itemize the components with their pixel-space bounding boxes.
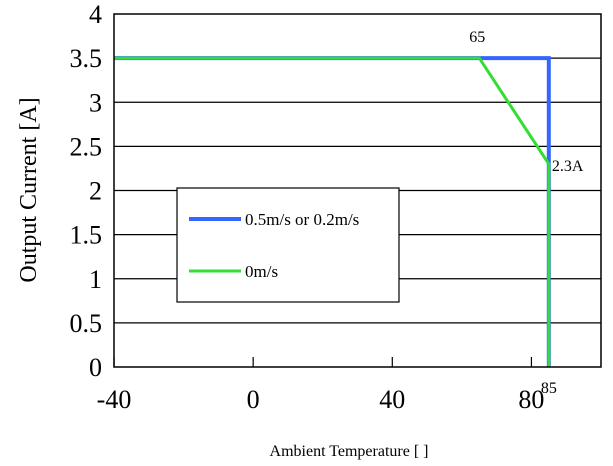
tick-labels: 0 0.5 1 1.5 2 2.5 3 3.5 4 -40 0 40 80 (70, 0, 545, 414)
plot-area-frame (113, 13, 602, 368)
y-tick-label-5: 2.5 (70, 132, 103, 161)
series-line-1 (114, 56, 551, 367)
x-tick-label-2: 40 (379, 385, 405, 414)
annotation-0: 65 (469, 29, 485, 46)
legend-label-1: 0m/s (245, 262, 278, 281)
tick-marks (113, 357, 533, 367)
y-tick-label-4: 2 (89, 177, 102, 206)
series-lines (114, 56, 551, 367)
annotation-1: 2.3A (552, 158, 584, 175)
y-tick-label-6: 3 (89, 88, 102, 117)
x-tick-label-1: 0 (247, 385, 260, 414)
y-tick-label-8: 4 (89, 0, 102, 29)
y-tick-label-7: 3.5 (70, 44, 103, 73)
legend: 0.5m/s or 0.2m/s 0m/s (176, 187, 400, 303)
legend-label-0: 0.5m/s or 0.2m/s (245, 210, 359, 229)
x-axis-title: Ambient Temperature [ ] (270, 443, 429, 460)
legend-box (176, 187, 400, 303)
y-tick-label-3: 1.5 (70, 221, 103, 250)
y-tick-label-1: 0.5 (70, 309, 103, 338)
x-tick-label-0: -40 (97, 385, 132, 414)
y-axis-title: Output Current [A] (16, 97, 42, 282)
annotation-2: 85 (541, 380, 557, 397)
y-tick-label-2: 1 (89, 265, 102, 294)
annotations: 65 2.3A 85 (469, 29, 584, 397)
x-tick-label-3: 80 (518, 385, 544, 414)
y-tick-label-0: 0 (89, 353, 102, 382)
